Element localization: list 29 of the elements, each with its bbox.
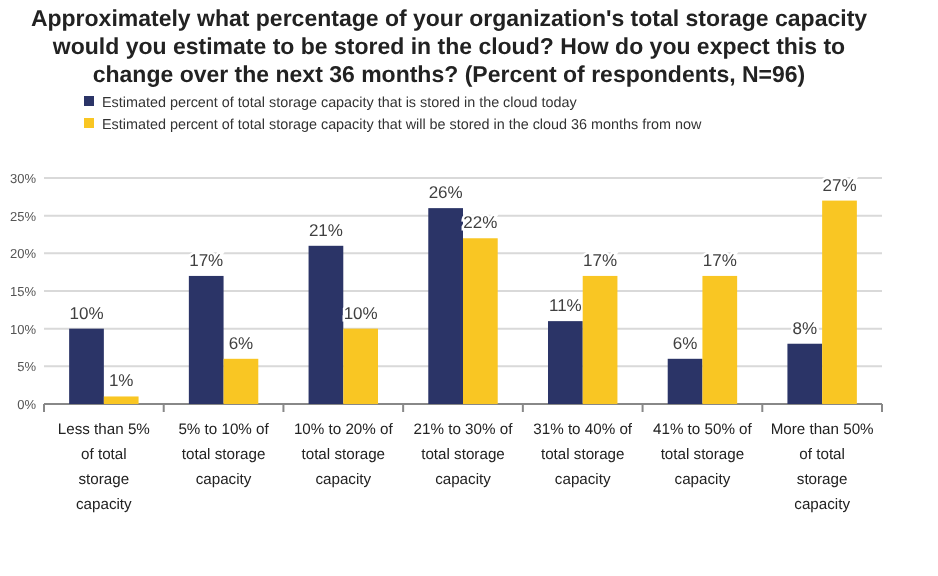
text: 6% <box>672 332 698 353</box>
bar <box>702 275 738 404</box>
bar <box>667 358 703 404</box>
text: 21% <box>308 219 343 240</box>
text: 17% <box>189 249 224 270</box>
text: 1% <box>108 370 134 391</box>
bar <box>822 200 857 404</box>
text: 22% <box>463 212 498 233</box>
bar <box>103 396 139 404</box>
chart-title: Approximately what percentage of your organization's total storage capacity would you estimate to be stored in the cloud? How do you expect this to change over the next 36 months? (Percent of respondents, N=96) <box>30 8 869 88</box>
bar <box>308 245 344 404</box>
bar <box>188 275 224 404</box>
bar <box>428 208 463 404</box>
text: 27% <box>822 174 857 195</box>
text: 17% <box>702 249 737 270</box>
bar <box>343 328 378 404</box>
text: 17% <box>583 249 618 270</box>
bar <box>548 321 583 404</box>
text: 8% <box>792 317 818 338</box>
bar <box>463 238 498 404</box>
text: 10% <box>69 302 104 323</box>
text: 6% <box>228 332 254 353</box>
bar <box>787 343 823 404</box>
bar <box>582 275 618 404</box>
bar <box>223 358 259 404</box>
text: 10% <box>343 302 378 323</box>
bar <box>69 328 104 404</box>
text: 26% <box>428 182 463 203</box>
text: 11% <box>548 295 582 316</box>
